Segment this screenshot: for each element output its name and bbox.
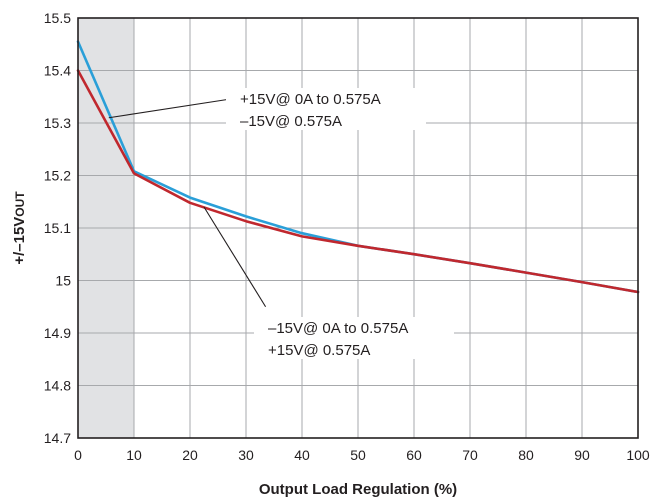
x-tick-label-4: 40 (294, 447, 310, 463)
y-tick-label-7: 15.4 (44, 63, 71, 79)
y-tick-label-0: 14.7 (44, 430, 71, 446)
y-tick-label-2: 14.9 (44, 325, 71, 341)
annotation-2-line-1: –15V@ 0A to 0.575A (268, 320, 408, 337)
x-axis-title: Output Load Regulation (%) (259, 481, 457, 498)
x-tick-label-9: 90 (574, 447, 590, 463)
series-layer (76, 40, 640, 294)
plot-frame (77, 17, 639, 439)
y-axis-title: +/–15VOUT (11, 191, 28, 265)
annotation-pointer-1 (108, 98, 229, 119)
x-tick-label-10: 100 (626, 447, 650, 463)
annotation-1-line-2: –15V@ 0.575A (240, 113, 342, 130)
annotation-2-line-2: +15V@ 0.575A (268, 342, 370, 359)
y-tick-label-8: 15.5 (44, 10, 71, 26)
x-tick-label-5: 50 (350, 447, 366, 463)
y-tick-label-1: 14.8 (44, 378, 71, 394)
x-tick-labels: 0 10 20 30 40 50 60 70 80 90 100 (74, 447, 650, 463)
x-tick-label-8: 80 (518, 447, 534, 463)
y-axis-title-subscript: OUT (13, 191, 27, 217)
x-tick-label-1: 10 (126, 447, 142, 463)
annotation-background-2 (254, 317, 454, 359)
y-axis-title-main: +/–15V (11, 217, 28, 265)
y-tick-labels: 14.7 14.8 14.9 15 15.1 15.2 15.3 15.4 15.5 (44, 10, 71, 446)
annotation-1-line-1: +15V@ 0A to 0.575A (240, 91, 381, 108)
x-tick-label-7: 70 (462, 447, 478, 463)
series-line-2 (76, 69, 640, 294)
x-tick-label-2: 20 (182, 447, 198, 463)
annotation-labels: +15V@ 0A to 0.575A –15V@ 0.575A –15V@ 0A t… (226, 88, 454, 359)
x-tick-label-0: 0 (74, 447, 82, 463)
annotation-background-1 (226, 88, 426, 130)
y-tick-label-4: 15.1 (44, 220, 71, 236)
annotation-pointers (108, 98, 267, 308)
x-tick-label-3: 30 (238, 447, 254, 463)
y-tick-label-3: 15 (55, 273, 71, 289)
y-tick-label-6: 15.3 (44, 115, 71, 131)
annotation-pointer-2 (203, 206, 267, 308)
y-tick-label-5: 15.2 (44, 168, 71, 184)
x-tick-label-6: 60 (406, 447, 422, 463)
